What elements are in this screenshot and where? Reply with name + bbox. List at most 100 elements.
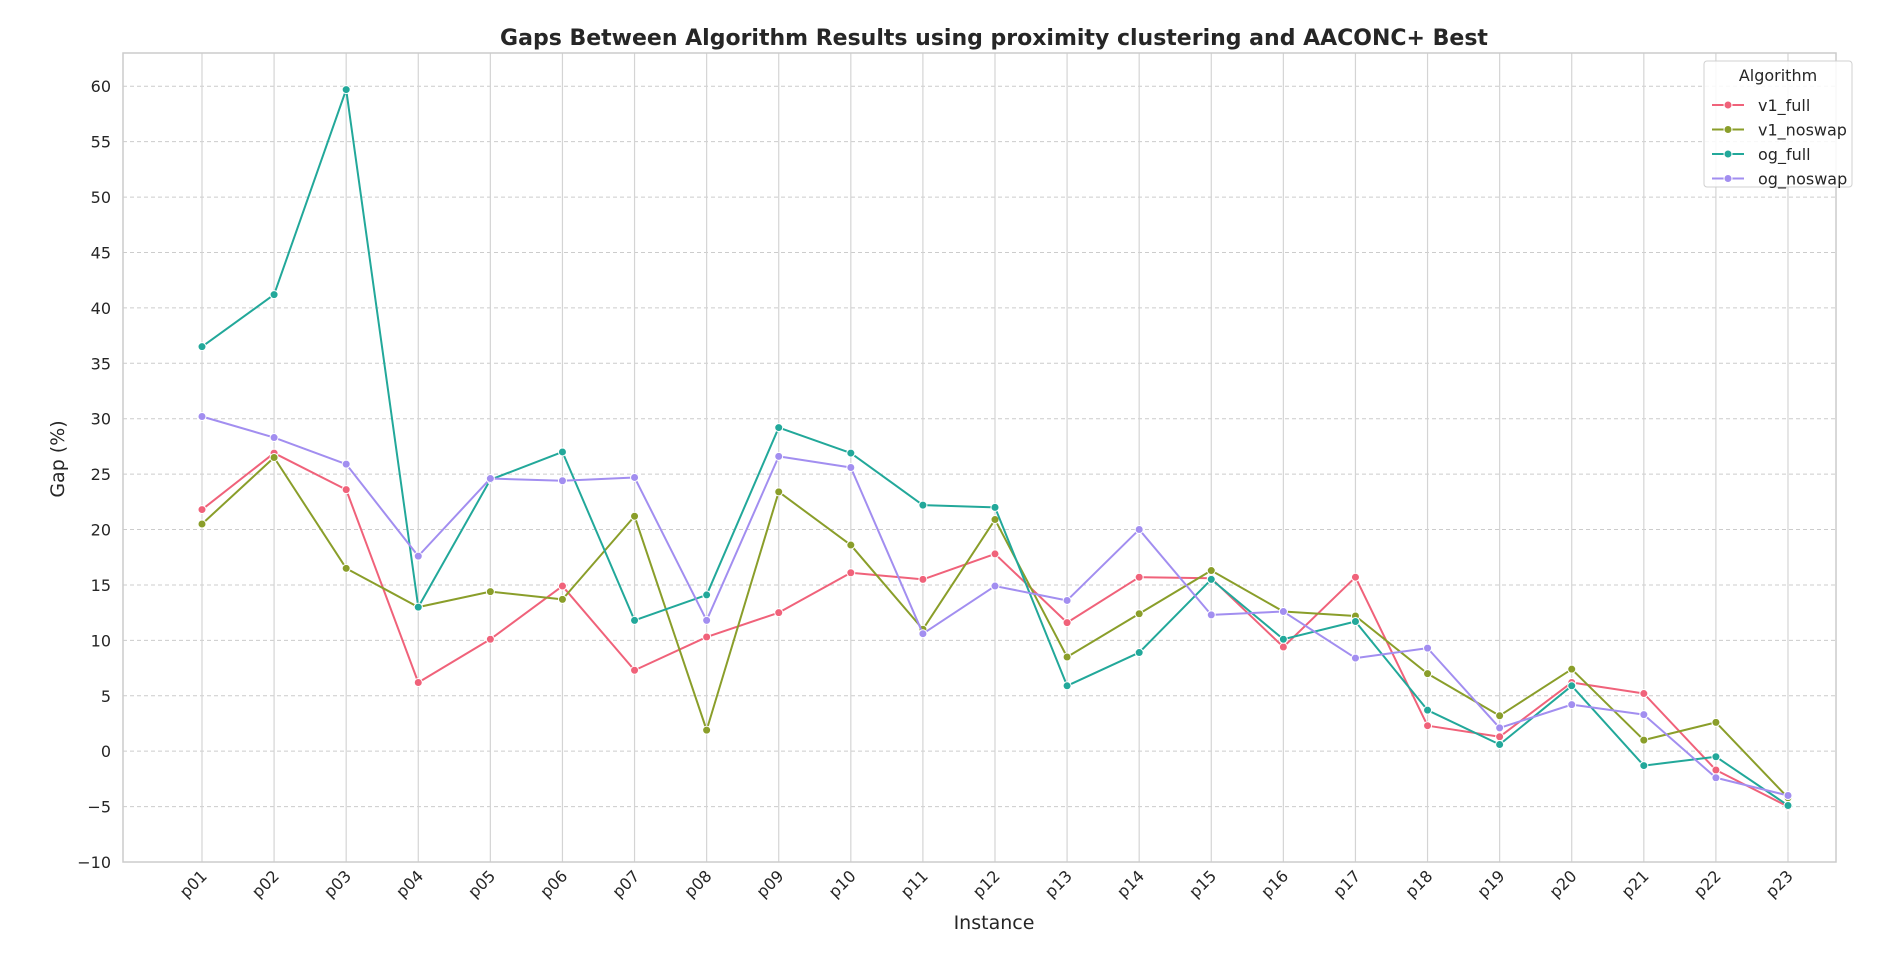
data-point <box>197 505 207 515</box>
data-point <box>269 453 279 462</box>
data-point <box>269 290 279 300</box>
data-point <box>1423 643 1433 653</box>
data-point <box>1278 607 1288 617</box>
data-point <box>197 411 207 421</box>
data-point <box>1278 642 1288 652</box>
data-point <box>1062 652 1072 662</box>
data-point <box>413 602 423 612</box>
x-tick-label: p23 <box>1762 866 1797 901</box>
x-tick-label: p17 <box>1329 866 1364 901</box>
x-tick-label: p15 <box>1185 866 1220 901</box>
data-point <box>1639 710 1649 720</box>
x-tick-label: p13 <box>1041 866 1076 901</box>
data-point <box>990 502 1000 512</box>
data-point <box>630 615 640 625</box>
legend-item: v1_noswap <box>1712 121 1847 141</box>
data-point <box>1278 634 1288 644</box>
data-point <box>1567 700 1577 710</box>
data-point <box>485 587 495 597</box>
data-point <box>918 500 928 510</box>
data-point <box>1134 648 1144 658</box>
data-point <box>1495 723 1505 733</box>
y-tick-label: 45 <box>91 243 111 262</box>
y-tick-label: 30 <box>91 410 111 429</box>
data-point <box>702 615 712 625</box>
x-tick-label: p01 <box>176 866 211 901</box>
y-tick-label: −5 <box>87 798 111 817</box>
data-point <box>1495 740 1505 750</box>
data-point <box>1350 572 1360 582</box>
data-point <box>774 487 784 497</box>
data-point <box>1206 574 1216 584</box>
x-tick-label: p02 <box>248 866 283 901</box>
x-tick-label: p21 <box>1618 866 1653 901</box>
y-tick-label: 55 <box>91 133 111 152</box>
data-point <box>557 581 567 591</box>
series-layer <box>197 85 1793 812</box>
data-point <box>990 581 1000 591</box>
data-point <box>1423 669 1433 679</box>
x-tick-label: p05 <box>464 866 499 901</box>
data-point <box>1423 705 1433 715</box>
legend-marker <box>1723 149 1733 159</box>
data-point <box>197 519 207 529</box>
data-point <box>1711 752 1721 762</box>
data-point <box>413 551 423 561</box>
data-point <box>846 540 856 550</box>
x-tick-label: p18 <box>1401 866 1436 901</box>
y-axis-label: Gap (%) <box>47 420 69 497</box>
data-point <box>630 472 640 482</box>
data-point <box>341 459 351 469</box>
x-tick-label: p09 <box>753 866 788 901</box>
data-point <box>1495 711 1505 721</box>
y-tick-label: 15 <box>91 576 111 595</box>
legend-box <box>1703 60 1853 188</box>
x-tick-label: p06 <box>536 866 571 901</box>
legend-item: og_noswap <box>1712 170 1847 190</box>
x-tick-label: p04 <box>392 866 427 901</box>
y-tick-label: 20 <box>91 521 111 540</box>
data-point <box>1711 765 1721 775</box>
legend-label: v1_full <box>1758 96 1810 116</box>
data-point <box>1639 689 1649 699</box>
y-tick-label: 0 <box>101 742 111 761</box>
data-point <box>846 448 856 458</box>
data-point <box>774 608 784 618</box>
y-tick-label: 50 <box>91 188 111 207</box>
x-axis-ticks: p01 p02 p03 p04 p05 p06 p07 p08 p09 p10 p11 p12 p13 p… <box>176 866 1797 901</box>
data-point <box>1134 572 1144 582</box>
data-point <box>1783 800 1793 810</box>
data-point <box>918 629 928 639</box>
legend-label: og_full <box>1758 145 1811 165</box>
data-point <box>1639 761 1649 771</box>
series-og_full <box>197 85 1793 810</box>
x-tick-label: p19 <box>1473 866 1508 901</box>
data-point <box>846 568 856 578</box>
data-point <box>1350 617 1360 627</box>
series-og_noswap <box>197 411 1793 801</box>
data-point <box>1567 664 1577 674</box>
x-tick-label: p14 <box>1113 866 1148 901</box>
data-point <box>1062 618 1072 628</box>
legend-label: og_noswap <box>1758 170 1847 190</box>
legend-item: og_full <box>1712 145 1811 165</box>
legend-title: Algorithm <box>1739 66 1817 85</box>
x-tick-label: p11 <box>897 866 932 901</box>
y-tick-label: 10 <box>91 631 111 650</box>
y-tick-label: 40 <box>91 299 111 318</box>
data-point <box>1639 735 1649 745</box>
chart-title: Gaps Between Algorithm Results using pro… <box>500 26 1488 51</box>
x-tick-label: p07 <box>608 866 643 901</box>
data-point <box>1206 566 1216 576</box>
data-point <box>557 594 567 604</box>
y-tick-label: 60 <box>91 77 111 96</box>
x-tick-label: p08 <box>680 866 715 901</box>
data-point <box>341 563 351 573</box>
data-point <box>341 85 351 95</box>
grid <box>123 53 1836 863</box>
data-point <box>1567 681 1577 691</box>
data-point <box>702 590 712 600</box>
data-point <box>1062 681 1072 691</box>
